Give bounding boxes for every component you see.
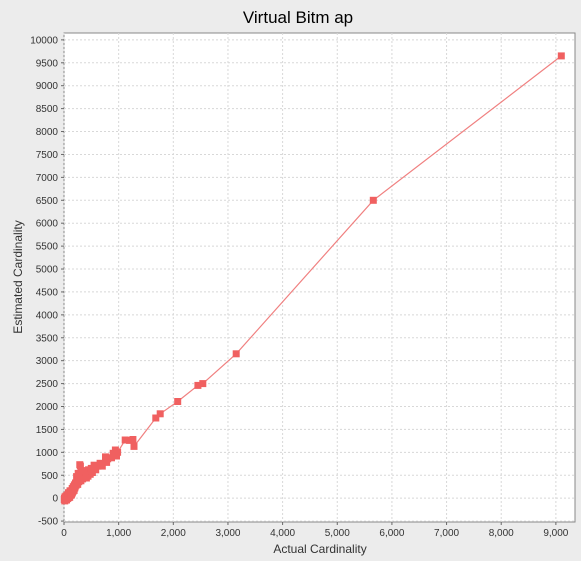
data-point [130,442,138,450]
data-point [199,380,207,388]
series [60,52,565,505]
data-point [104,455,112,463]
y-tick-label: 0 [52,494,58,505]
y-tick-label: 4000 [36,310,59,321]
y-tick-label: 9000 [36,81,59,92]
data-point [76,462,84,470]
y-tick-label: 10000 [30,35,58,46]
data-point [156,410,164,418]
data-point [194,381,202,389]
data-point [557,52,565,60]
y-tick-label: 1500 [36,425,59,436]
x-tick-label: 3,000 [215,528,240,539]
x-tick-label: 7,000 [434,528,459,539]
data-point [121,436,129,444]
plot-area [63,32,576,523]
x-tick-label: 8,000 [489,528,514,539]
data-point [98,462,106,470]
x-tick-label: 6,000 [379,528,404,539]
data-point [369,196,377,204]
axes [61,39,557,525]
y-tick-label: 4500 [36,287,59,298]
data-point [108,454,115,462]
x-axis-label: Actual Cardinality [273,542,366,556]
data-point [152,414,160,422]
y-tick-label: 6500 [36,196,59,207]
x-tick-label: 9,000 [543,528,568,539]
x-tick-labels: 0 1,000 2,000 3,000 4,000 5,000 6,000 7,000 8,00… [61,528,569,539]
data-point [232,350,240,358]
y-tick-label: 8000 [36,127,59,138]
data-point [113,452,120,460]
y-tick-label: 5500 [36,242,59,253]
data-point [92,466,100,474]
y-tick-label: 8500 [36,104,59,115]
y-tick-label: 3000 [36,356,59,367]
y-tick-label: 9500 [36,58,59,69]
y-tick-label: 6000 [36,219,59,230]
grid-lines [63,33,575,522]
y-tick-label: 7000 [36,173,59,184]
chart-title: Virtual Bitm ap [243,8,353,27]
y-tick-label: 5000 [36,265,59,276]
x-tick-label: 1,000 [106,528,131,539]
y-tick-label: -500 [38,517,58,528]
x-tick-label: 5,000 [325,528,350,539]
y-tick-label: 1000 [36,448,59,459]
y-tick-label: 500 [41,471,58,482]
data-point [90,461,98,469]
y-tick-label: 2000 [36,402,59,413]
data-point [174,398,182,405]
x-tick-label: 4,000 [270,528,295,539]
y-tick-label: 7500 [36,150,59,161]
x-tick-label: 2,000 [161,528,186,539]
x-tick-label: 0 [61,528,67,539]
y-axis-label: Estimated Cardinality [11,220,25,333]
y-tick-label: 3500 [36,333,59,344]
data-point [114,448,122,456]
data-point [103,458,111,466]
y-tick-labels: -500 0 500 1000 1500 2000 2500 3000 3500 4000 4500… [30,35,58,527]
data-point [129,436,137,443]
y-tick-label: 2500 [36,379,59,390]
